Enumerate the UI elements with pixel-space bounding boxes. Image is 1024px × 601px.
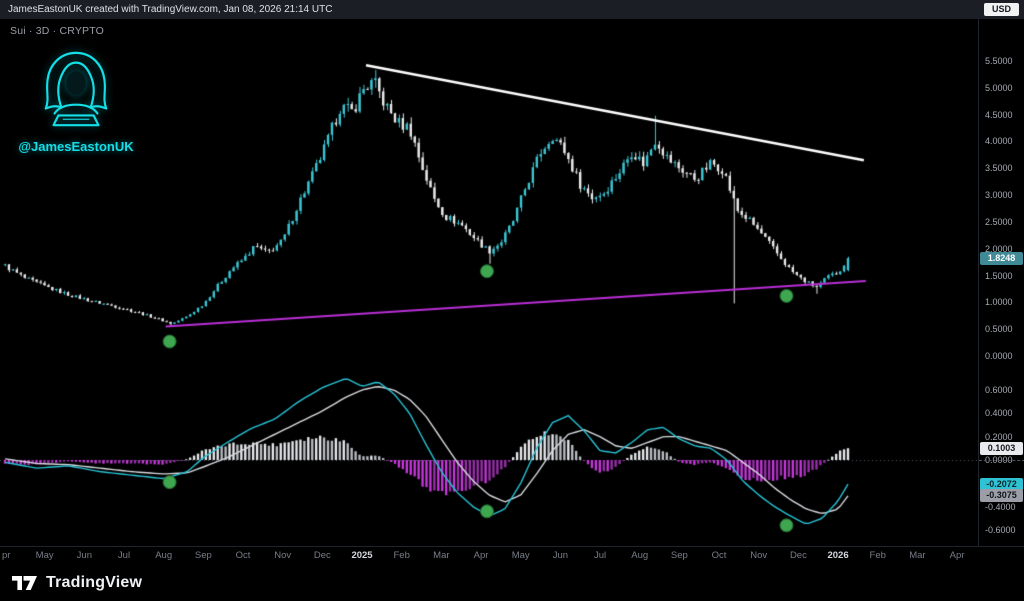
macd-line-value-tag: -0.2072	[980, 477, 1023, 491]
time-axis-label: Jul	[117, 550, 131, 561]
time-axis-label: Feb	[869, 550, 886, 561]
time-axis-label: Dec	[313, 550, 331, 561]
axis-price-label: 5.5000	[985, 55, 1013, 66]
axis-price-label: 0.2000	[985, 431, 1013, 442]
time-axis-label: Dec	[789, 550, 807, 561]
time-axis-label: Feb	[393, 550, 410, 561]
axis-price-label: 0.0000	[985, 351, 1013, 361]
axis-price-label: 3.0000	[985, 190, 1013, 201]
time-axis-label: May	[35, 550, 54, 561]
axis-price-label: -0.6000	[985, 525, 1016, 536]
tradingview-brand[interactable]: TradingView	[46, 574, 143, 591]
footer-bar: TradingView	[0, 565, 1024, 601]
axis-price-label: 0.6000	[985, 384, 1013, 395]
axis-price-label: 1.5000	[985, 270, 1013, 281]
axis-price-label: 0.4000	[985, 408, 1013, 419]
time-axis-label: Apr	[949, 550, 965, 561]
attribution-bar: JamesEastonUK created with TradingView.c…	[0, 0, 1024, 19]
tradingview-logo-icon[interactable]	[11, 575, 38, 591]
time-axis-label: Sep	[194, 550, 212, 561]
axis-price-label: -0.4000	[985, 501, 1016, 512]
chart-region: Sui · 3D · CRYPTO @JamesEastonUK 5.5000 5…	[0, 19, 1024, 546]
zero-line-dash	[979, 460, 1024, 461]
time-axis-label: Jul	[593, 550, 607, 561]
time-axis-label: 2025	[351, 550, 373, 561]
axis-price-label: 4.5000	[985, 109, 1013, 120]
time-axis-label: Apr	[473, 550, 489, 561]
time-axis-label: Mar	[433, 550, 450, 561]
time-axis-label: Oct	[711, 550, 727, 561]
time-axis-label: Mar	[909, 550, 926, 561]
axis-price-label: 2.0000	[985, 243, 1013, 254]
axis-price-label: 2.5000	[985, 216, 1013, 227]
macd-hist-value-tag: 0.1003	[980, 441, 1023, 455]
author-handle: @JamesEastonUK	[18, 139, 134, 154]
time-axis-label: Jun	[552, 550, 569, 561]
currency-toggle-button[interactable]: USD	[983, 3, 1019, 16]
axis-price-label: 0.5000	[985, 324, 1013, 335]
time-axis-label: May	[511, 550, 530, 561]
axis-price-label: 1.0000	[985, 297, 1013, 308]
last-price-tag: 1.8248	[980, 251, 1023, 265]
time-axis-label: Oct	[235, 550, 251, 561]
price-scale[interactable]: 5.5000 5.0000 4.5000 4.0000 3.5000 3.0000 2.50…	[978, 19, 1024, 546]
attribution-text: JamesEastonUK created with TradingView.c…	[8, 4, 333, 15]
time-axis-label: Aug	[631, 550, 649, 561]
axis-price-label: 4.0000	[985, 136, 1013, 147]
time-axis-label: pr	[2, 550, 11, 561]
time-axis-label: Sep	[670, 550, 688, 561]
time-axis-label: Aug	[155, 550, 173, 561]
symbol-title: Sui · 3D · CRYPTO	[10, 25, 105, 37]
macd-signal-value-tag: -0.3075	[980, 489, 1023, 503]
axis-price-label: 3.5000	[985, 163, 1013, 174]
axis-price-label: 5.0000	[985, 82, 1013, 93]
price-chart-canvas[interactable]	[0, 19, 978, 546]
author-watermark: @JamesEastonUK	[14, 47, 138, 154]
time-axis-label: 2026	[827, 550, 849, 561]
time-axis-label: Jun	[76, 550, 92, 561]
time-axis-label: Nov	[274, 550, 292, 561]
time-axis-label: Nov	[750, 550, 768, 561]
hacker-logo-icon	[44, 51, 108, 127]
time-axis[interactable]: pr May Jun Jul Aug Sep Oct Nov Dec 2025 Feb Mar Apr M…	[0, 546, 1024, 565]
